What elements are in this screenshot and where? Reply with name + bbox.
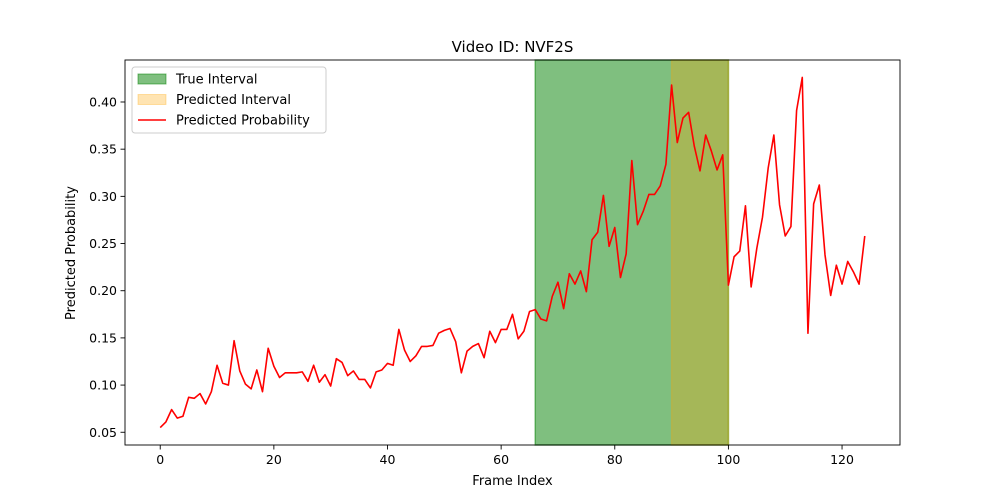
- legend: True Interval Predicted Interval Predicted…: [131, 66, 327, 134]
- true-interval-span: [534, 59, 730, 446]
- legend-label: Predicted Probability: [176, 114, 310, 129]
- x-tick-label: 80: [607, 452, 623, 467]
- legend-box: [131, 66, 327, 134]
- axes-frame: [124, 59, 901, 446]
- legend-swatch: [137, 94, 167, 105]
- y-tick-label: 0.40: [89, 94, 117, 109]
- x-tick-label: 0: [156, 452, 164, 467]
- y-tick-label: 0.10: [89, 378, 117, 393]
- legend-label: True Interval: [175, 73, 258, 88]
- x-axis-title: Frame Index: [472, 474, 553, 489]
- series-line-1: [159, 76, 866, 429]
- x-tick-label: 100: [716, 452, 740, 467]
- x-tick-label: 20: [266, 452, 282, 467]
- y-tick-label: 0.15: [89, 330, 117, 345]
- legend-label: Predicted Interval: [176, 93, 291, 108]
- y-tick-label: 0.30: [89, 189, 117, 204]
- y-tick-label: 0.05: [89, 425, 117, 440]
- x-tick-label: 60: [493, 452, 509, 467]
- x-tick-label: 120: [830, 452, 854, 467]
- y-axis-title: Predicted Probability: [64, 186, 79, 320]
- x-tick-label: 40: [380, 452, 396, 467]
- legend-swatch: [137, 73, 167, 85]
- chart-title: Video ID: NVF2S: [452, 38, 574, 56]
- plot-area: 0 20 40 60 80 100 120 0.05 0.10 0.15 0.20 0.25 0.30 0…: [89, 59, 901, 467]
- y-tick-label: 0.25: [89, 236, 117, 251]
- y-tick-label: 0.35: [89, 142, 117, 157]
- predicted-interval-span: [670, 59, 730, 446]
- y-tick-label: 0.20: [89, 283, 117, 298]
